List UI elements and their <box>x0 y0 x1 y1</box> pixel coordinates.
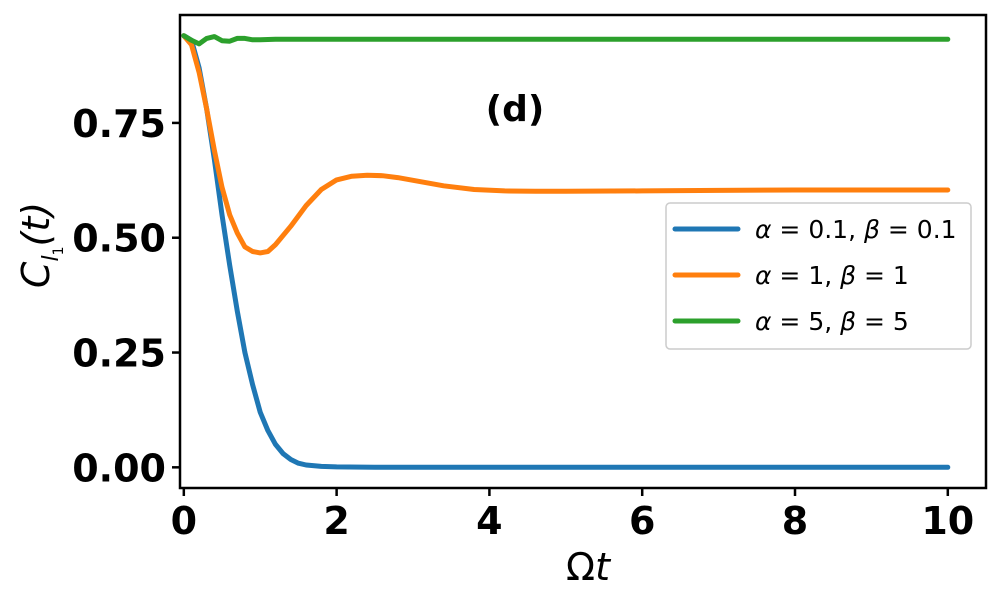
legend-label-part: β <box>839 307 856 336</box>
x-tick-label: 4 <box>476 499 502 543</box>
series-line-2 <box>181 33 951 256</box>
legend-label-part: = 5, <box>771 307 840 336</box>
x-tick-label: 8 <box>782 499 808 543</box>
y-axis-label-subsub: 1 <box>51 246 67 255</box>
legend-label-part: β <box>839 261 856 290</box>
legend: α = 0.1, β = 0.1α = 1, β = 1α = 5, β = 5 <box>665 202 972 350</box>
legend-label-part: α <box>755 261 772 290</box>
plot-frame <box>178 13 988 490</box>
x-axis-label: Ωt <box>566 545 612 589</box>
y-tick-label: 0.75 <box>72 102 166 146</box>
legend-label-part: α <box>755 307 772 336</box>
y-axis-label-sub: l <box>39 255 64 261</box>
legend-label-part: = 0.1, <box>771 215 864 244</box>
x-tick-label: 2 <box>323 499 349 543</box>
legend-label-part: = 1 <box>856 261 909 290</box>
legend-label-3: α = 5, β = 5 <box>755 307 909 336</box>
x-tick-label: 0 <box>171 499 197 543</box>
legend-label-2: α = 1, β = 1 <box>755 261 909 290</box>
y-tick-label: 0.25 <box>72 332 166 376</box>
legend-label-part: = 1, <box>771 261 840 290</box>
x-axis-label-var: t <box>595 545 612 589</box>
x-axis-label-symbol: Ω <box>566 545 595 589</box>
legend-label-part: = 0.1 <box>880 215 957 244</box>
legend-label-1: α = 0.1, β = 0.1 <box>755 215 957 244</box>
series-line-1 <box>181 33 951 470</box>
legend-label-part: α <box>755 215 772 244</box>
y-tick-label: 0.00 <box>72 446 166 490</box>
legend-items: α = 0.1, β = 0.1α = 1, β = 1α = 5, β = 5 <box>672 215 957 336</box>
x-ticks: 0 2 4 6 8 10 <box>171 488 974 543</box>
y-axis-label-arg: (t) <box>14 202 58 247</box>
y-ticks: 0.00 0.25 0.50 0.75 <box>72 102 180 490</box>
x-tick-label: 6 <box>629 499 655 543</box>
legend-label-part: = 5 <box>856 307 909 336</box>
series-layer <box>181 33 951 470</box>
x-tick-label: 10 <box>921 499 974 543</box>
y-axis-label-group: Cl1(t) <box>14 202 67 288</box>
y-axis-label: Cl1(t) <box>14 202 67 288</box>
y-tick-label: 0.50 <box>72 217 166 261</box>
panel-annotation: (d) <box>486 89 545 130</box>
legend-box <box>665 202 972 350</box>
series-line-3 <box>181 33 951 47</box>
y-axis-label-main: C <box>14 261 58 288</box>
legend-label-part: β <box>863 215 880 244</box>
